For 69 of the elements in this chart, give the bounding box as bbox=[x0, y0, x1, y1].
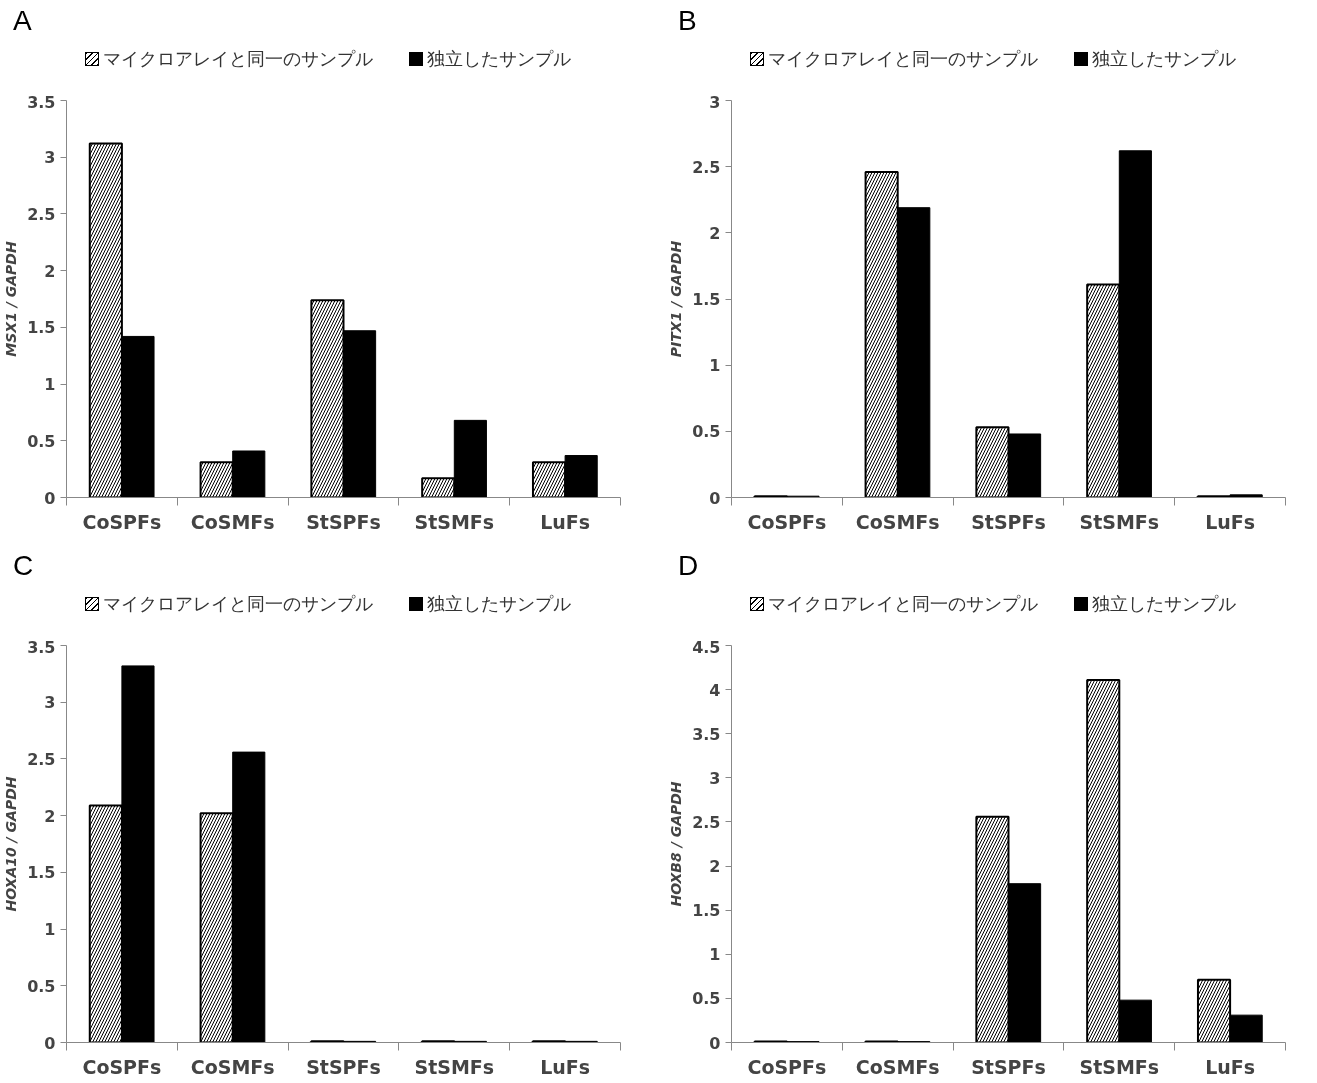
x-tick-label: LuFs bbox=[1205, 1055, 1256, 1078]
y-tick-label: 1.5 bbox=[692, 290, 721, 309]
y-tick-label: 0 bbox=[709, 488, 721, 508]
x-tick-label: StSMFs bbox=[414, 1055, 495, 1078]
y-tick-label: 2.5 bbox=[27, 749, 56, 769]
y-tick-label: 4.5 bbox=[692, 637, 721, 657]
x-tick-label: CoSMFs bbox=[190, 510, 275, 533]
y-tick-label: 2.5 bbox=[692, 157, 721, 177]
y-tick-label: 1 bbox=[44, 375, 56, 395]
legend-label: 独立したサンプル bbox=[427, 593, 571, 614]
y-tick-label: 4 bbox=[709, 680, 721, 700]
y-tick-label: 1 bbox=[709, 356, 721, 376]
y-tick-label: 3 bbox=[44, 148, 56, 168]
y-tick-label: 0.5 bbox=[692, 422, 721, 442]
x-tick-label: StSPFs bbox=[971, 510, 1046, 533]
y-tick-label: 3 bbox=[709, 768, 721, 788]
y-tick-label: 2 bbox=[709, 223, 721, 243]
x-tick-label: CoSPFs bbox=[82, 1055, 162, 1078]
x-tick-label: CoSMFs bbox=[855, 510, 940, 533]
legend-label: マイクロアレイと同一のサンプル bbox=[768, 593, 1038, 614]
legend-label: 独立したサンプル bbox=[1092, 48, 1236, 69]
y-tick-label: 2 bbox=[44, 806, 56, 826]
legend-label: マイクロアレイと同一のサンプル bbox=[103, 593, 373, 614]
x-tick-label: StSPFs bbox=[306, 1055, 381, 1078]
y-tick-label: 0.5 bbox=[27, 431, 56, 451]
legend-label: 独立したサンプル bbox=[427, 48, 571, 69]
y-tick-label: 2.5 bbox=[692, 812, 721, 832]
x-tick-label: CoSMFs bbox=[190, 1055, 275, 1078]
y-tick-label: 3.5 bbox=[27, 92, 56, 112]
x-tick-label: StSMFs bbox=[1079, 1055, 1160, 1078]
legend-label: マイクロアレイと同一のサンプル bbox=[768, 48, 1038, 69]
y-tick-label: 3 bbox=[44, 693, 56, 713]
x-tick-label: StSPFs bbox=[971, 1055, 1046, 1078]
y-tick-label: 1 bbox=[709, 945, 721, 965]
y-tick-label: 2 bbox=[709, 857, 721, 877]
y-axis-title: PITX1 / GAPDH bbox=[668, 240, 685, 358]
y-axis-title: MSX1 / GAPDH bbox=[3, 241, 20, 357]
y-tick-label: 1 bbox=[44, 920, 56, 940]
y-tick-label: 0 bbox=[709, 1033, 721, 1053]
chart-title: D bbox=[678, 550, 700, 582]
y-tick-label: 1.5 bbox=[27, 318, 56, 338]
chart-title: A bbox=[13, 5, 33, 37]
x-tick-label: LuFs bbox=[540, 1055, 591, 1078]
y-tick-label: 3.5 bbox=[692, 724, 721, 744]
y-tick-label: 2 bbox=[44, 261, 56, 281]
y-tick-label: 0 bbox=[44, 1033, 56, 1053]
x-tick-label: StSMFs bbox=[414, 510, 495, 533]
x-tick-label: StSPFs bbox=[306, 510, 381, 533]
x-tick-label: LuFs bbox=[540, 510, 591, 533]
x-tick-label: LuFs bbox=[1205, 510, 1256, 533]
y-tick-label: 1.5 bbox=[692, 901, 721, 921]
x-tick-label: CoSPFs bbox=[747, 1055, 827, 1078]
y-tick-label: 3.5 bbox=[27, 637, 56, 657]
legend-label: マイクロアレイと同一のサンプル bbox=[103, 48, 373, 69]
y-tick-label: 0.5 bbox=[27, 976, 56, 996]
legend-label: 独立したサンプル bbox=[1092, 593, 1236, 614]
y-tick-label: 0.5 bbox=[692, 989, 721, 1009]
x-tick-label: CoSPFs bbox=[747, 510, 827, 533]
y-axis-title: HOXB8 / GAPDH bbox=[668, 781, 685, 907]
x-tick-label: StSMFs bbox=[1079, 510, 1160, 533]
x-tick-label: CoSMFs bbox=[855, 1055, 940, 1078]
y-tick-label: 2.5 bbox=[27, 204, 56, 224]
y-axis-title: HOXA10 / GAPDH bbox=[3, 776, 20, 912]
y-tick-label: 0 bbox=[44, 488, 56, 508]
y-tick-label: 3 bbox=[709, 92, 721, 112]
y-tick-label: 1.5 bbox=[27, 863, 56, 883]
chart-title: C bbox=[13, 550, 35, 582]
chart-title: B bbox=[678, 5, 698, 37]
x-tick-label: CoSPFs bbox=[82, 510, 162, 533]
